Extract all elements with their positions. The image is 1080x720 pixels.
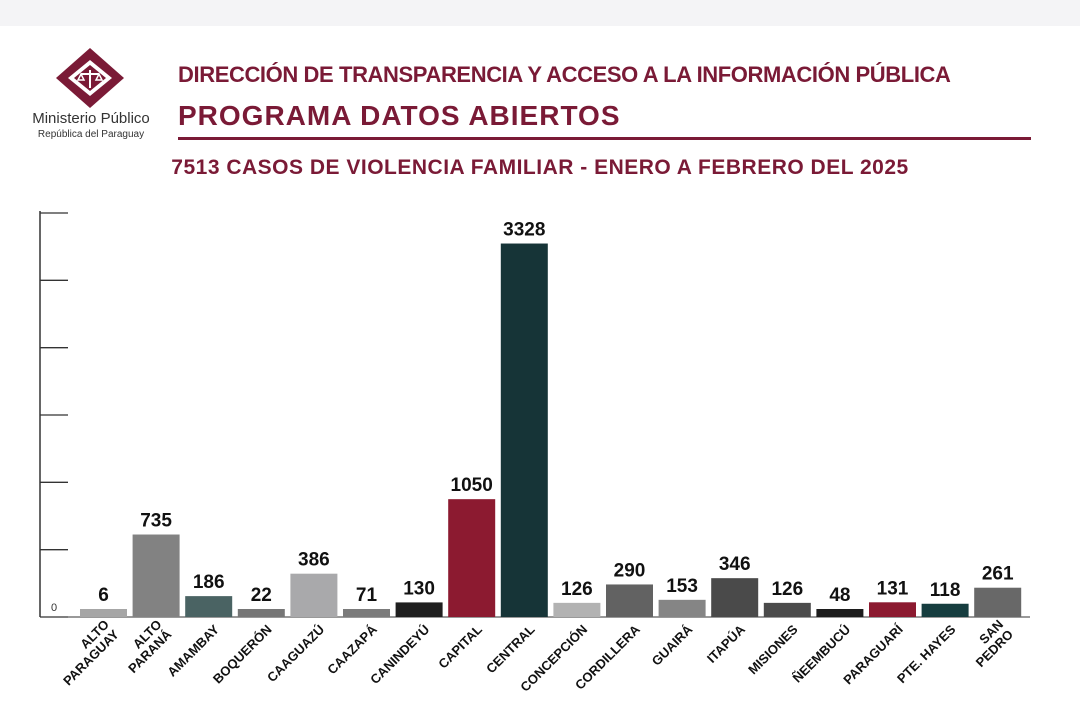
category-label-5: CAAZAPÁ: [324, 621, 380, 677]
scales-emblem-icon: [56, 48, 124, 108]
header-divider: [178, 137, 1031, 140]
ministerio-logo: Ministerio Público República del Paragua…: [20, 44, 170, 144]
bar-1: [132, 534, 180, 617]
bar-11: [658, 599, 706, 617]
value-label-14: 48: [829, 585, 850, 606]
value-label-1: 735: [140, 511, 172, 532]
header-line-1: DIRECCIÓN DE TRANSPARENCIA Y ACCESO A LA…: [178, 62, 951, 87]
value-label-10: 290: [614, 560, 646, 581]
org-name: Ministerio Público: [32, 110, 150, 127]
value-label-0: 6: [98, 585, 109, 606]
category-label-11: GUAIRÁ: [649, 621, 696, 668]
bar-chart: 06ALTOPARAGUAY735ALTOPARANÁ186AMAMBAY22B…: [39, 211, 1030, 695]
bar-12: [711, 578, 759, 617]
category-label-0: ALTOPARAGUAY: [50, 617, 122, 689]
bar-3: [237, 609, 285, 617]
bar-16: [921, 603, 969, 617]
org-subtitle: República del Paraguay: [37, 129, 145, 140]
value-label-7: 1050: [451, 475, 493, 496]
value-label-11: 153: [666, 576, 698, 597]
value-label-15: 131: [877, 578, 909, 599]
bar-9: [553, 602, 601, 617]
category-label-7: CAPITAL: [435, 622, 485, 672]
bar-5: [343, 609, 390, 617]
value-label-6: 130: [403, 578, 435, 599]
value-label-8: 3328: [503, 220, 545, 241]
value-label-12: 346: [719, 554, 751, 575]
value-label-4: 386: [298, 550, 330, 571]
category-label-8: CENTRAL: [483, 622, 538, 677]
bar-10: [606, 584, 653, 617]
value-label-17: 261: [982, 564, 1014, 585]
chart-title: 7513 CASOS DE VIOLENCIA FAMILIAR - ENERO…: [171, 156, 909, 179]
category-label-13: MISIONES: [745, 622, 801, 678]
bar-15: [869, 602, 916, 617]
category-label-2: AMAMBAY: [164, 622, 222, 680]
bar-2: [185, 596, 233, 617]
bar-4: [290, 573, 338, 617]
value-label-3: 22: [251, 585, 272, 606]
bar-14: [816, 609, 864, 617]
bar-6: [395, 602, 443, 617]
bar-8: [500, 243, 548, 617]
top-strip: [0, 0, 1080, 26]
y-tick-label-0: 0: [51, 602, 57, 614]
value-label-16: 118: [930, 580, 961, 601]
category-label-17: SANPEDRO: [963, 617, 1016, 670]
value-label-2: 186: [193, 572, 225, 593]
bar-7: [448, 499, 496, 617]
bar-13: [763, 602, 811, 617]
bar-0: [80, 609, 127, 617]
value-label-13: 126: [771, 579, 803, 600]
bar-17: [974, 587, 1022, 617]
value-label-9: 126: [561, 579, 593, 600]
header-line-2: PROGRAMA DATOS ABIERTOS: [178, 100, 621, 131]
value-label-5: 71: [356, 585, 378, 606]
category-label-12: ITAPÚA: [704, 621, 749, 666]
